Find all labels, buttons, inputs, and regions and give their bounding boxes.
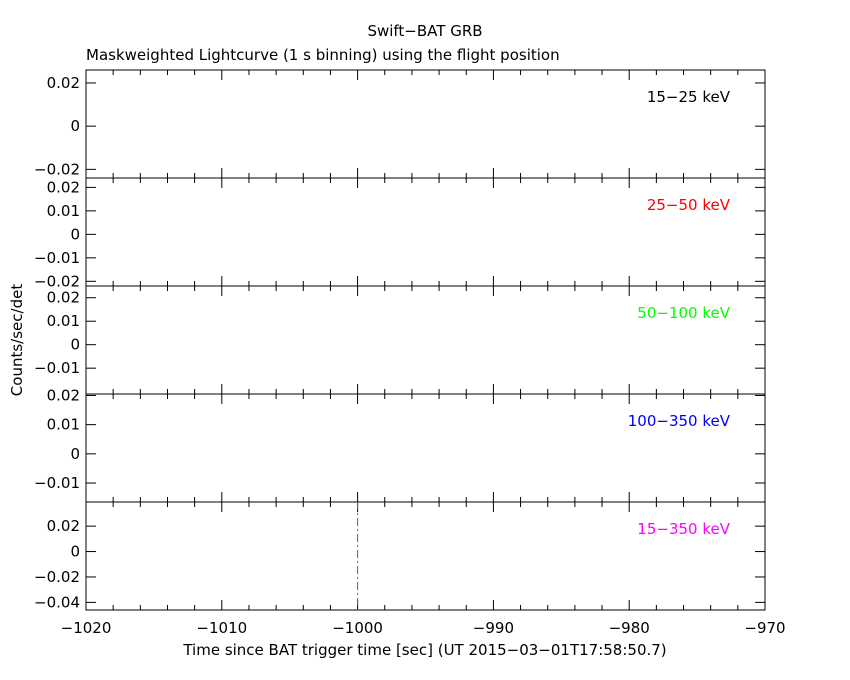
y-tick-label: 0.02	[47, 178, 80, 196]
panel-frame	[85, 393, 766, 503]
y-tick-label: 0	[70, 445, 80, 463]
x-axis: −1020 −1010 −1000 −990 −980 −970	[61, 619, 786, 637]
y-tick-label: 0	[70, 225, 80, 243]
y-tick-label: 0.01	[47, 312, 80, 330]
band-label: 100−350 keV	[628, 412, 731, 430]
x-tick-label: −980	[609, 619, 650, 637]
y-tick-label: −0.02	[34, 272, 80, 290]
y-tick-label: 0.02	[47, 386, 80, 404]
y-tick-label: 0.01	[47, 416, 80, 434]
chart-title: Swift−BAT GRB	[367, 22, 482, 40]
y-tick-label: 0	[70, 336, 80, 354]
x-tick-label: −970	[744, 619, 785, 637]
y-tick-label: −0.04	[34, 593, 80, 611]
y-tick-label: −0.02	[34, 568, 80, 586]
y-tick-label: 0	[70, 543, 80, 561]
y-tick-label: 0.01	[47, 202, 80, 220]
panel-frame	[85, 501, 766, 611]
chart-subtitle: Maskweighted Lightcurve (1 s binning) us…	[86, 46, 560, 64]
band-label: 50−100 keV	[637, 304, 730, 322]
panel-4: −0.01 0 0.01 0.02 100−350 keV	[34, 386, 766, 503]
panel-frame	[85, 69, 766, 179]
y-tick-label: −0.01	[34, 249, 80, 267]
y-tick-label: 0.02	[47, 74, 80, 92]
x-tick-label: −990	[473, 619, 514, 637]
y-tick-label: 0.02	[47, 517, 80, 535]
y-tick-label: 0	[70, 117, 80, 135]
x-tick-label: −1010	[196, 619, 247, 637]
panel-3: −0.01 0 0.01 0.02 50−100 keV	[34, 285, 766, 395]
band-label: 15−350 keV	[637, 520, 730, 538]
panel-2: −0.02 −0.01 0 0.01 0.02 25−50 keV	[34, 177, 766, 290]
band-label: 15−25 keV	[647, 88, 731, 106]
y-tick-label: −0.02	[34, 160, 80, 178]
x-axis-label: Time since BAT trigger time [sec] (UT 20…	[182, 641, 666, 659]
x-tick-label: −1020	[61, 619, 112, 637]
band-label: 25−50 keV	[647, 196, 731, 214]
panel-5: −0.04 −0.02 0 0.02 15−350 keV	[34, 501, 766, 611]
y-tick-label: −0.01	[34, 474, 80, 492]
panel-1: −0.02 0 0.02 15−25 keV	[34, 69, 766, 179]
y-axis-label: Counts/sec/det	[8, 284, 26, 397]
panel-frame	[85, 177, 766, 287]
x-tick-label: −1000	[332, 619, 383, 637]
y-tick-label: −0.01	[34, 359, 80, 377]
y-tick-label: 0.02	[47, 289, 80, 307]
panel-frame	[85, 285, 766, 395]
panels-group: −0.02 0 0.02 15−25 keV −0.02 −0.01 0 0.01 0.02 25…	[34, 69, 766, 611]
